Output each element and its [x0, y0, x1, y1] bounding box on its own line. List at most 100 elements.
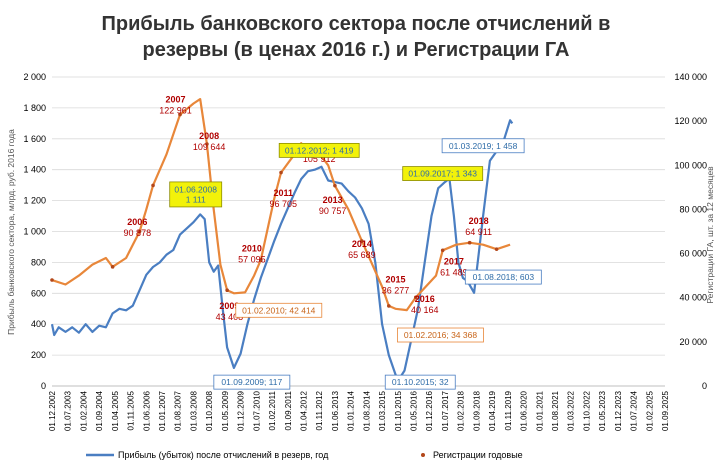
reg-marker	[137, 229, 142, 234]
x-tick-label: 01.11.2005	[127, 390, 136, 430]
x-tick-label: 01.05.2016	[410, 390, 419, 431]
year-label: 2013	[323, 195, 343, 205]
x-tick-label: 01.12.2002	[48, 390, 57, 431]
y-left-tick-label: 1 400	[23, 165, 46, 175]
x-tick-label: 01.03.2008	[189, 390, 198, 431]
x-tick-label: 01.09.2011	[284, 390, 293, 430]
x-tick-label: 01.11.2019	[504, 390, 513, 430]
y-right-tick-label: 20 000	[679, 337, 707, 347]
year-label: 2016	[415, 294, 435, 304]
x-tick-label: 01.06.2013	[331, 390, 340, 431]
x-tick-label: 01.01.2014	[347, 390, 356, 431]
callout-text: 01.06.2008	[174, 184, 217, 194]
year-value-label: 105 912	[303, 154, 336, 164]
year-value-label: 43 408	[216, 312, 244, 322]
x-tick-label: 01.11.2012	[315, 390, 324, 430]
x-tick-label: 01.07.2017	[441, 390, 450, 431]
reg-marker	[259, 258, 263, 262]
x-tick-label: 01.10.2008	[205, 390, 214, 431]
y-left-tick-label: 2 000	[23, 72, 46, 82]
x-tick-label: 01.02.2011	[268, 390, 277, 430]
x-tick-label: 01.05.2023	[598, 390, 607, 431]
callout-text: 1 111	[186, 194, 206, 204]
x-tick-label: 01.08.2021	[551, 390, 560, 431]
callout-box	[402, 166, 484, 181]
x-tick-label: 01.12.2009	[237, 390, 246, 431]
x-tick-label: 01.07.2003	[64, 390, 73, 431]
callout-text: 01.09.2017; 1 343	[408, 169, 477, 179]
x-tick-label: 01.09.2025	[661, 390, 670, 431]
y-axis-left-label: Прибыль банковского сектора, млрд. руб. …	[6, 129, 16, 335]
y-left-tick-label: 200	[31, 350, 46, 360]
x-tick-label: 01.09.2004	[95, 390, 104, 431]
x-tick-label: 01.04.2019	[488, 390, 497, 431]
callout-box	[464, 269, 542, 285]
x-tick-label: 01.03.2015	[378, 390, 387, 431]
year-label: 2007	[165, 94, 185, 104]
x-tick-label: 01.12.2016	[425, 390, 434, 431]
reg-marker	[413, 295, 418, 300]
legend-label-profit: Прибыль (убыток) после отчислений в резе…	[118, 450, 329, 460]
x-tick-label: 01.02.2025	[645, 390, 654, 431]
y-left-tick-label: 400	[31, 319, 46, 329]
year-label: 2008	[199, 131, 219, 141]
reg-marker	[360, 239, 364, 243]
y-right-tick-label: 140 000	[674, 72, 707, 82]
callout-text: 01.09.2009; 117	[221, 377, 282, 387]
y-left-tick-label: 1 600	[23, 134, 46, 144]
y-left-tick-label: 800	[31, 257, 46, 267]
chart-title-line2: резервы (в ценах 2016 г.) и Регистрации …	[143, 39, 570, 61]
y-right-tick-label: 100 000	[674, 160, 707, 170]
callout-box	[213, 374, 291, 390]
y-axis-right: 0 20 000 40 000 60 000 80 000 100 000 120 000 1…	[674, 72, 707, 391]
reg-marker	[279, 170, 283, 175]
x-tick-label: 01.05.2009	[221, 390, 230, 431]
reg-marker	[110, 265, 115, 269]
x-tick-label: 01.02.2018	[457, 390, 466, 431]
callout-box	[169, 181, 223, 208]
x-tick-label: 01.10.2015	[394, 390, 403, 431]
reg-marker	[225, 288, 229, 292]
year-label: 2014	[352, 239, 372, 249]
year-value-label: 65 689	[348, 250, 376, 260]
year-value-label: 61 489	[440, 268, 468, 278]
year-label: 2011	[274, 188, 294, 198]
year-value-label: 90 878	[124, 228, 152, 238]
year-value-label: 122 961	[159, 105, 192, 115]
y-left-tick-label: 1 000	[23, 227, 46, 237]
x-tick-label: 01.12.2023	[614, 390, 623, 431]
x-tick-label: 01.10.2022	[582, 390, 591, 431]
y-left-tick-label: 0	[41, 381, 46, 391]
y-right-tick-label: 120 000	[674, 116, 707, 126]
y-axis-right-label: Регистрации ГА, шт. за 12 месяцев	[705, 166, 715, 304]
reg-marker	[205, 142, 209, 146]
year-value-label: 109 644	[193, 142, 226, 152]
x-tick-label: 01.06.2006	[142, 390, 151, 431]
year-value-label: 40 164	[411, 305, 439, 315]
reg-marker	[494, 247, 499, 251]
year-value-label: 36 277	[382, 285, 410, 295]
callout-box	[441, 138, 525, 154]
callout-box	[278, 142, 360, 158]
year-label: 2006	[127, 217, 147, 227]
x-tick-label: 01.09.2018	[472, 390, 481, 431]
y-left-tick-label: 600	[31, 288, 46, 298]
chart-title-line1: Прибыль банковского сектора после отчисл…	[102, 13, 611, 35]
callout-box	[397, 327, 484, 343]
year-label: 2018	[469, 216, 489, 226]
callout-text: 01.12.2012; 1 419	[285, 145, 354, 155]
legend-label-reg: Регистрации годовые	[433, 450, 523, 460]
callout-box	[235, 302, 323, 318]
reg-marker	[50, 278, 54, 282]
x-tick-label: 01.08.2014	[362, 390, 371, 431]
x-tick-label: 01.03.2022	[567, 390, 576, 431]
year-value-label: 90 757	[319, 206, 347, 216]
x-tick-label: 01.07.2010	[252, 390, 261, 431]
callout-text: 01.10.2015; 32	[392, 377, 449, 387]
x-tick-label: 01.01.2021	[535, 390, 544, 431]
year-value-label: 57 095	[238, 254, 266, 264]
year-label: 2015	[386, 274, 406, 284]
y-axis-left: 0 200 400 600 800 1 000 1 200 1 400 1 600 1 800 2 …	[23, 72, 46, 391]
